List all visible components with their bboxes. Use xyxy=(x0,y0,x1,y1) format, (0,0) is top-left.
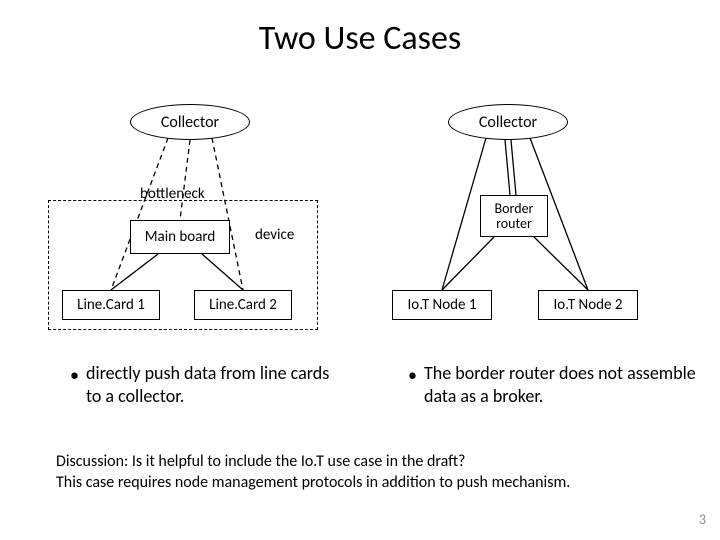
bottleneck-label: bottleneck xyxy=(140,185,205,203)
border-router-box: Border router xyxy=(480,195,548,237)
iot-node-1-box: Io.T Node 1 xyxy=(392,290,492,320)
device-label: device xyxy=(255,226,294,244)
linecard-2-box: Line.Card 2 xyxy=(194,290,292,320)
right-collector: Collector xyxy=(448,104,568,140)
left-collector: Collector xyxy=(130,104,250,140)
linecard-1-box: Line.Card 1 xyxy=(62,290,160,320)
main-board-box: Main board xyxy=(130,220,230,254)
iot-node-2-box: Io.T Node 2 xyxy=(538,290,638,320)
connector-lines xyxy=(0,0,720,540)
